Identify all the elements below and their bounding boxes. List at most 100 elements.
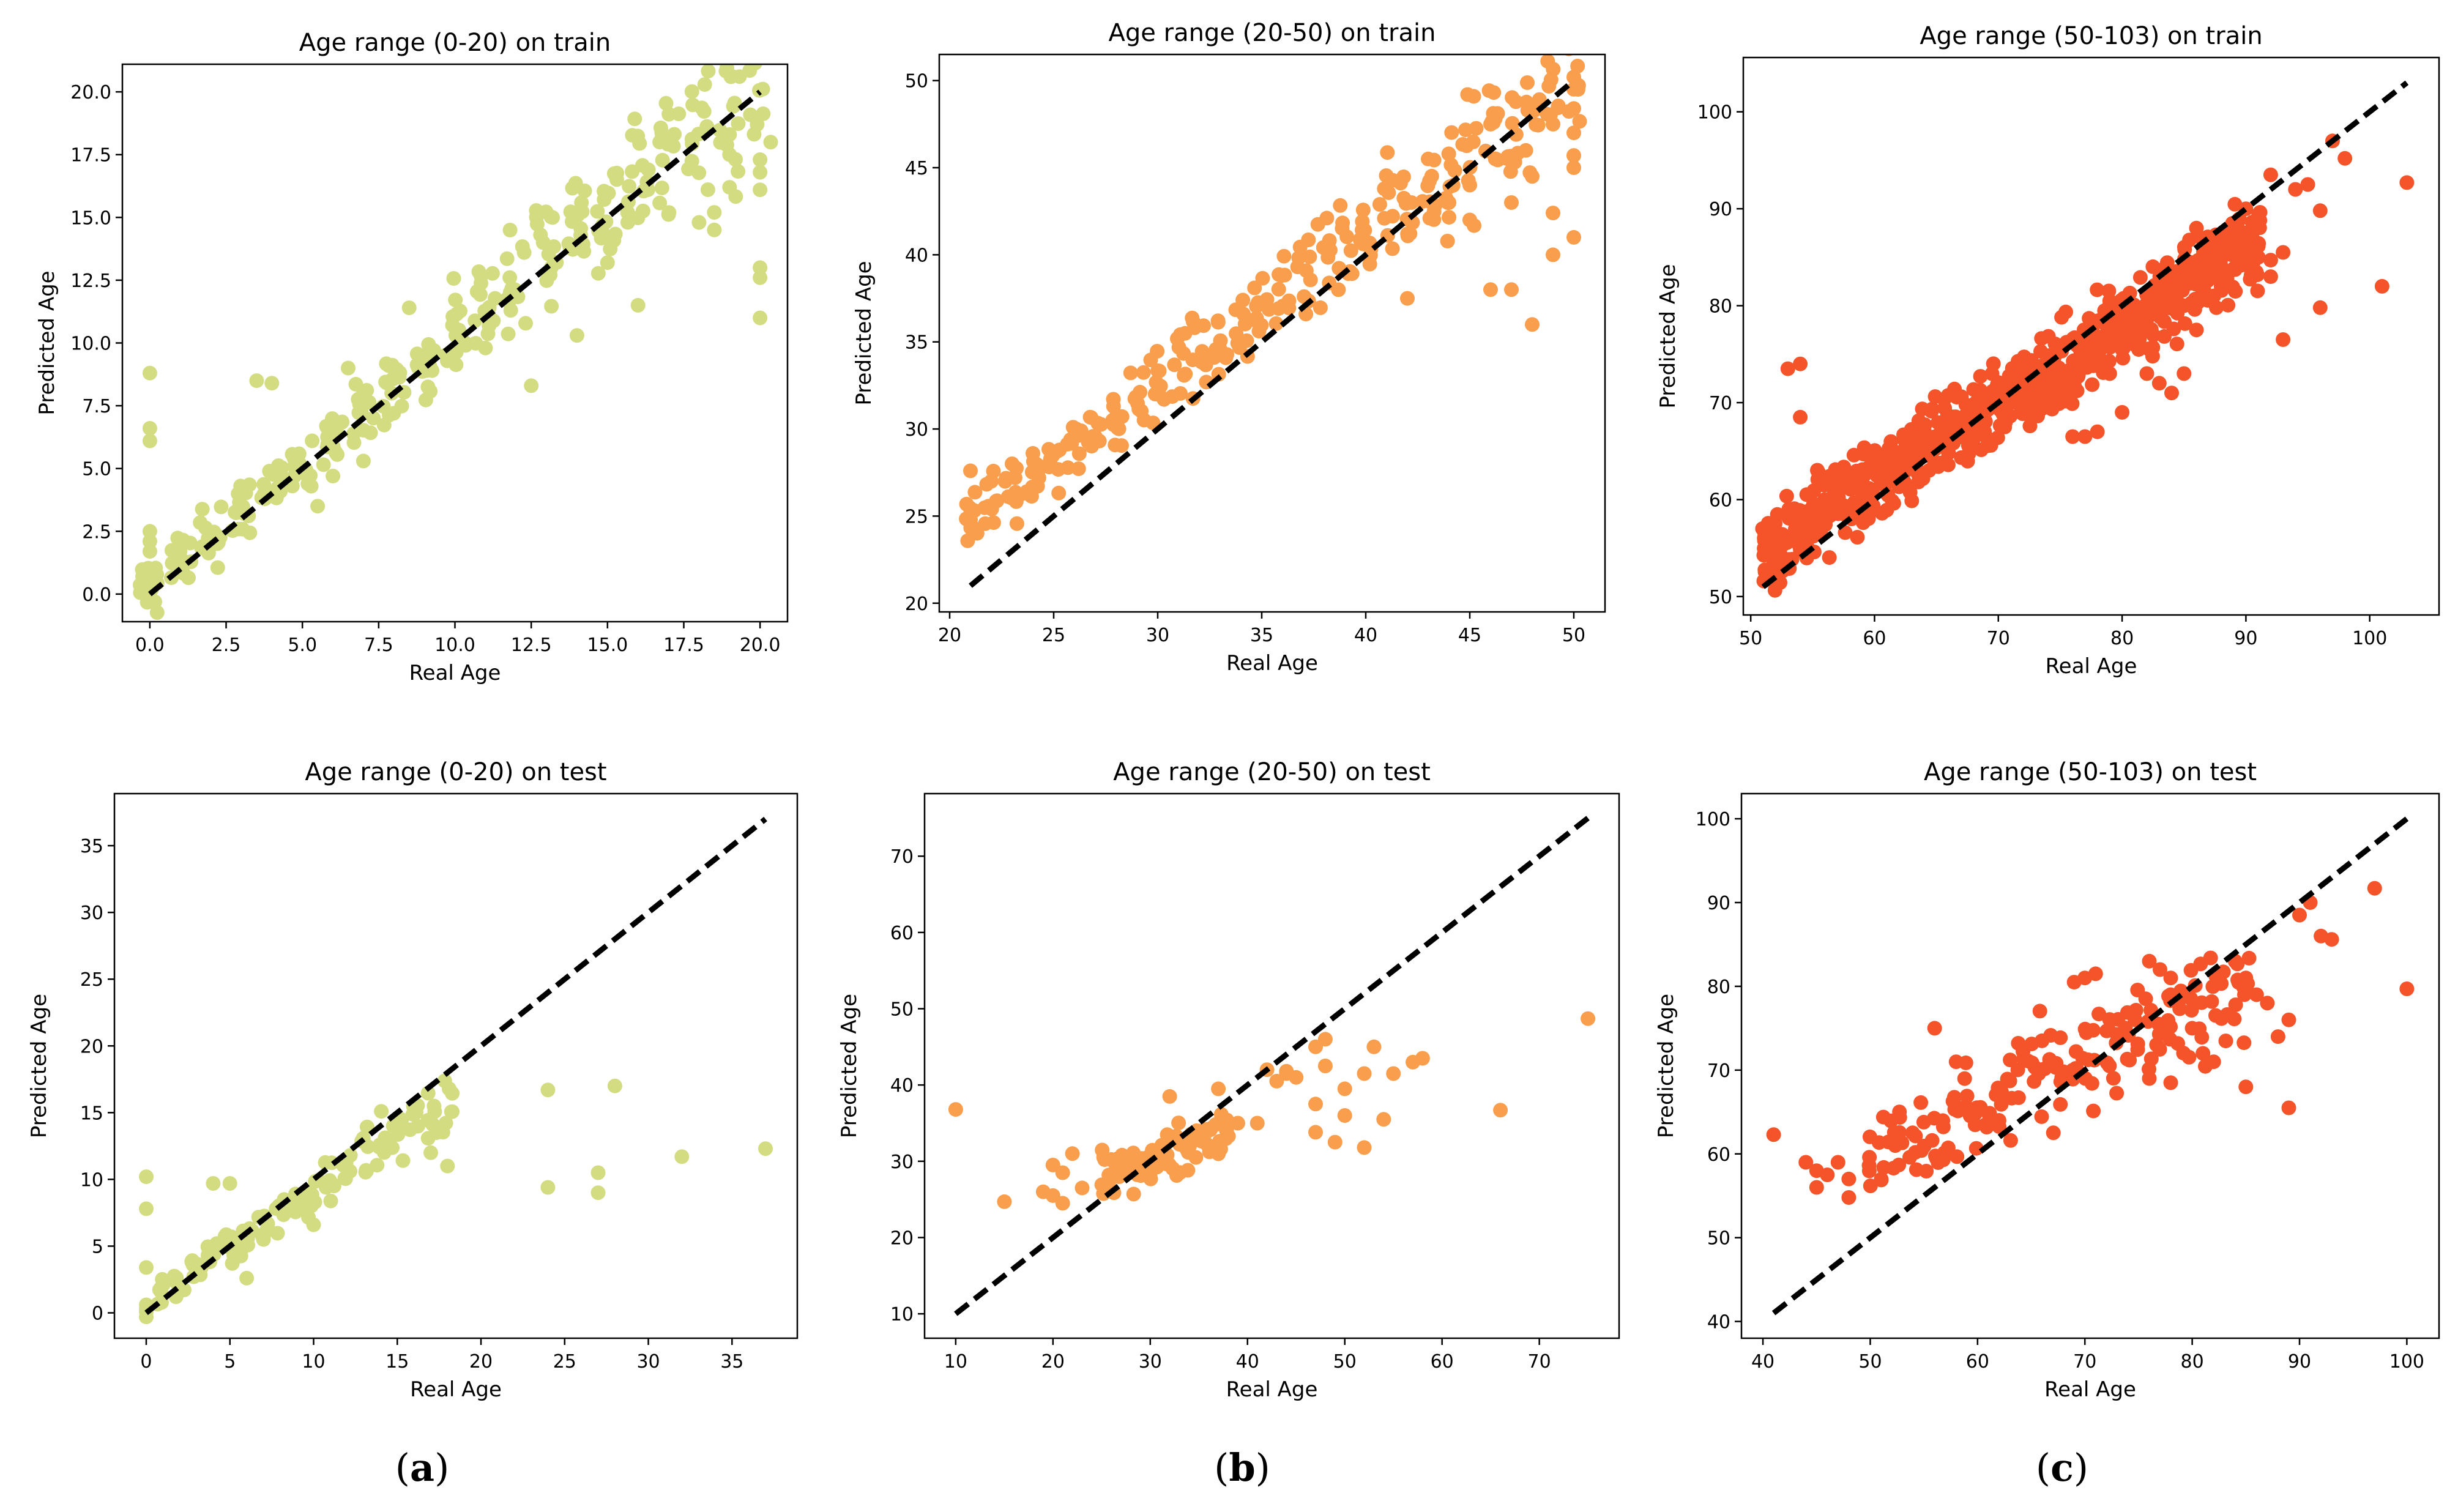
scatter-point xyxy=(1194,344,1210,359)
scatter-point xyxy=(1126,1186,1141,1202)
y-tick-label: 35 xyxy=(80,836,103,857)
scatter-point xyxy=(2115,404,2130,420)
x-tick-label: 35 xyxy=(1250,625,1273,646)
scatter-point xyxy=(510,289,526,305)
scatter-point xyxy=(264,376,280,391)
scatter-point xyxy=(758,1141,773,1156)
scatter-point xyxy=(533,227,548,242)
scatter-point xyxy=(310,499,326,514)
x-tick-label: 30 xyxy=(1139,1351,1162,1372)
y-axis-label: Predicted Age xyxy=(837,994,862,1138)
scatter-point xyxy=(2138,991,2153,1007)
scatter-point xyxy=(722,127,737,142)
scatter-point xyxy=(1106,392,1121,407)
scatter-point xyxy=(273,483,288,499)
scatter-point xyxy=(2053,1097,2068,1112)
x-tick-label: 50 xyxy=(1333,1351,1357,1372)
scatter-point xyxy=(1885,493,1900,508)
scatter-point xyxy=(2214,976,2229,991)
scatter-point xyxy=(524,378,539,393)
x-axis-label: Real Age xyxy=(409,661,501,685)
scatter-point xyxy=(671,106,687,121)
scatter-point xyxy=(390,1127,406,1142)
scatter-point xyxy=(1779,488,1794,504)
scatter-point xyxy=(385,1140,400,1155)
scatter-point xyxy=(731,164,746,179)
scatter-point xyxy=(997,1194,1012,1209)
scatter-point xyxy=(700,182,715,197)
scatter-point xyxy=(503,303,518,318)
scatter-point xyxy=(1255,270,1270,286)
scatter-point xyxy=(2288,182,2303,197)
scatter-point xyxy=(1490,106,1505,121)
scatter-point xyxy=(139,1169,154,1185)
y-tick-label: 30 xyxy=(905,419,928,441)
x-tick-label: 90 xyxy=(2288,1351,2311,1372)
scatter-point xyxy=(1518,143,1533,158)
scatter-point xyxy=(2000,1071,2015,1087)
x-tick-label: 70 xyxy=(1987,628,2010,649)
x-tick-label: 10.0 xyxy=(434,635,475,656)
scatter-point xyxy=(1170,331,1185,346)
scatter-point xyxy=(142,433,157,449)
scatter-point xyxy=(2010,1062,2025,1078)
scatter-point xyxy=(2034,1109,2049,1124)
scatter-point xyxy=(1863,1179,1878,1193)
scatter-point xyxy=(1940,457,1956,472)
scatter-point xyxy=(1268,316,1284,331)
scatter-point xyxy=(1968,1141,1984,1156)
scatter-point xyxy=(420,1112,436,1128)
y-axis-label: Predicted Age xyxy=(27,994,51,1138)
scatter-point xyxy=(363,425,378,441)
scatter-point xyxy=(1965,431,1981,447)
scatter-point xyxy=(440,1158,455,1174)
scatter-point xyxy=(1065,1146,1080,1161)
scatter-point xyxy=(695,100,709,116)
scatter-point xyxy=(1973,369,1988,384)
scatter-point xyxy=(2241,950,2257,966)
scatter-point xyxy=(1957,1071,1972,1086)
scatter-point xyxy=(1841,1190,1857,1205)
scatter-point xyxy=(722,147,737,162)
scatter-point xyxy=(141,560,156,576)
scatter-point xyxy=(1188,1150,1204,1165)
subfigure-caption: (a) xyxy=(395,1445,450,1490)
scatter-point xyxy=(1504,282,1519,297)
scatter-point xyxy=(1185,310,1200,326)
scatter-point xyxy=(543,209,559,225)
scatter-point xyxy=(635,203,650,218)
scatter-point xyxy=(1009,516,1024,531)
scatter-point xyxy=(2184,1021,2200,1036)
scatter-point xyxy=(1301,233,1316,247)
scatter-point xyxy=(2088,966,2103,981)
scatter-point xyxy=(1271,301,1286,316)
scatter-point xyxy=(2102,293,2117,308)
chart-panel: 20 25 30 35 40 45 50 20 25 30 35 40 45 50 Age range (2… xyxy=(852,19,1606,676)
y-tick-label: 25 xyxy=(80,969,103,991)
x-tick-label: 0 xyxy=(140,1351,152,1372)
y-tick-label: 90 xyxy=(1709,199,1732,220)
scatter-point xyxy=(1385,241,1400,256)
scatter-point xyxy=(1005,456,1019,471)
scatter-point xyxy=(239,1270,255,1286)
x-tick-label: 50 xyxy=(1858,1351,1882,1372)
scatter-point xyxy=(467,313,483,329)
scatter-point xyxy=(222,1176,237,1191)
scatter-point xyxy=(1505,90,1520,105)
scatter-point xyxy=(748,64,762,70)
ideal-diagonal-line xyxy=(954,816,1590,1316)
x-tick-label: 20 xyxy=(938,625,961,646)
y-tick-label: 10 xyxy=(80,1169,103,1191)
scatter-point xyxy=(474,269,489,283)
scatter-point xyxy=(1335,215,1350,231)
scatter-point xyxy=(423,384,438,399)
scatter-point xyxy=(1386,1066,1401,1081)
scatter-point xyxy=(1441,146,1456,162)
scatter-point xyxy=(2324,932,2339,947)
scatter-point xyxy=(1913,1095,1929,1110)
scatter-point xyxy=(1566,101,1581,116)
scatter-point xyxy=(1822,550,1837,565)
scatter-point xyxy=(1030,466,1045,482)
x-tick-label: 15.0 xyxy=(587,635,628,656)
scatter-point xyxy=(606,233,622,248)
